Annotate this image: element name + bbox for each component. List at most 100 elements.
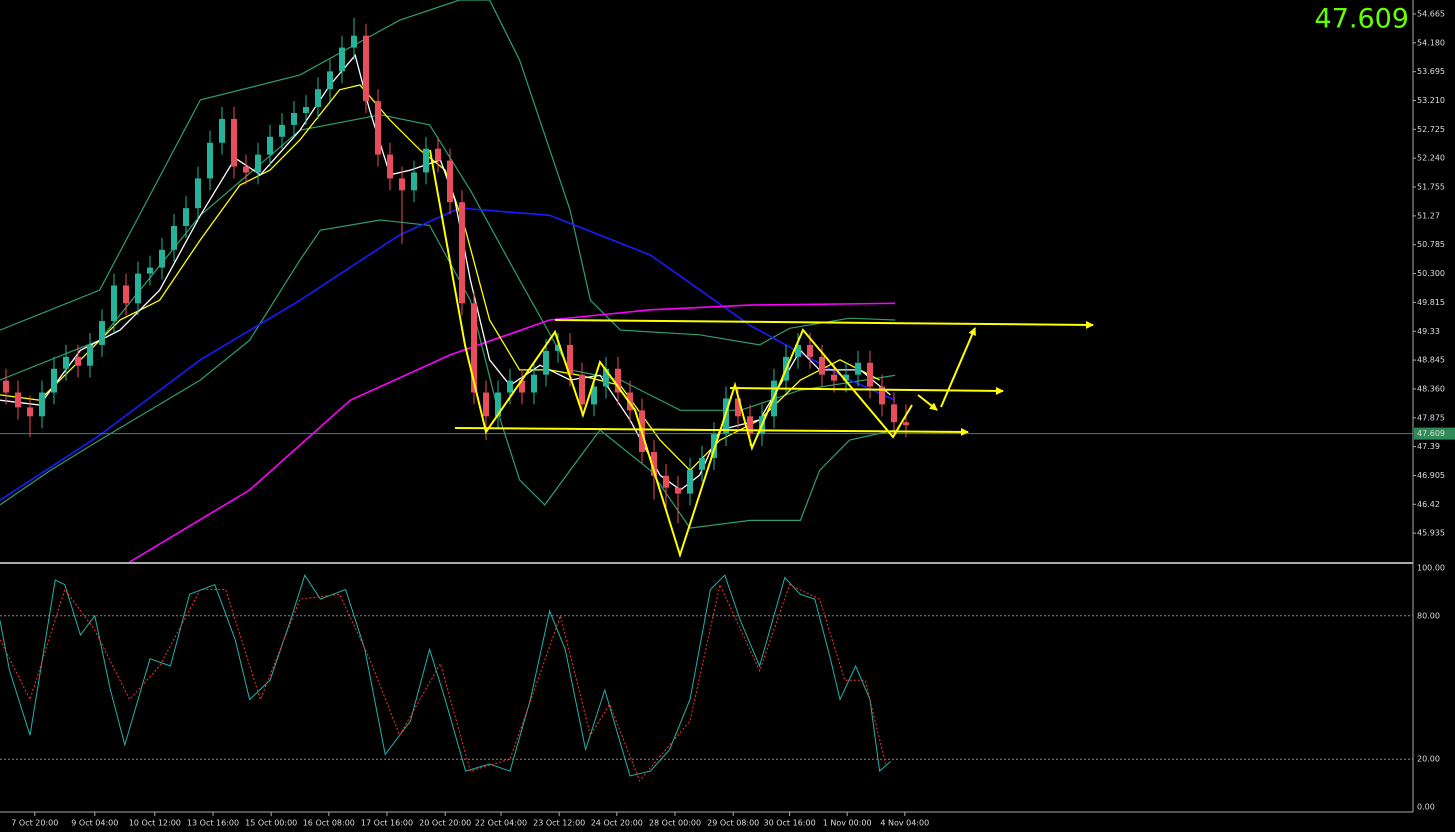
indicator-line: [0, 574, 891, 777]
candle-body: [903, 422, 909, 426]
trend-drawings: [429, 149, 1094, 559]
candle-body: [123, 285, 129, 304]
candle-body: [615, 368, 621, 393]
x-tick-label: 1 Nov 00:00: [823, 819, 872, 828]
candle-body: [399, 178, 405, 191]
candle-body: [831, 374, 837, 381]
x-tick-label: 23 Oct 12:00: [533, 819, 585, 828]
y-tick-label: 49.33: [1417, 327, 1440, 336]
y-tick-label: 54.180: [1417, 38, 1445, 47]
y-tick-label: 47.39: [1417, 442, 1440, 451]
candle-body: [231, 118, 237, 167]
candle-body: [351, 35, 357, 48]
indicator-line: [0, 583, 887, 782]
candle-body: [507, 380, 513, 393]
candle-body: [459, 202, 465, 304]
candle-body: [723, 398, 729, 435]
candle-body: [111, 285, 117, 322]
x-tick-label: 29 Oct 08:00: [707, 819, 759, 828]
y-tick-label: 20.00: [1417, 755, 1440, 764]
x-tick-label: 16 Oct 08:00: [303, 819, 355, 828]
axes: [0, 0, 1414, 813]
candle-body: [879, 386, 885, 405]
candle-body: [651, 451, 657, 476]
candle-body: [27, 407, 33, 417]
y-tick-label: 80.00: [1417, 611, 1440, 620]
indicator-line: [0, 219, 896, 529]
candle-body: [51, 368, 57, 393]
y-tick-label: 47.875: [1417, 413, 1445, 422]
candle-body: [387, 154, 393, 179]
oscillator-panel: [0, 574, 1413, 782]
zigzag-drawing: [429, 149, 913, 559]
candle-body: [483, 392, 489, 417]
candle-body: [159, 249, 165, 268]
candle-body: [447, 160, 453, 203]
candle-body: [183, 208, 189, 226]
x-tick-label: 9 Oct 04:00: [71, 819, 118, 828]
candle-body: [339, 47, 345, 72]
candle-body: [435, 148, 441, 161]
candle-body: [603, 368, 609, 387]
candle-body: [63, 356, 69, 369]
candle-body: [807, 344, 813, 357]
indicator-line: [0, 114, 896, 411]
candle-body: [15, 392, 21, 408]
y-tick-label: 51.27: [1417, 211, 1440, 220]
candle-body: [243, 166, 249, 173]
candle-body: [171, 225, 177, 250]
labels: 54.665 54.180 53.695 53.210 52.725 52.240 51.7…: [11, 4, 1455, 828]
x-tick-label: 4 Nov 04:00: [880, 819, 929, 828]
y-tick-label: 46.905: [1417, 471, 1445, 480]
y-tick-label: 48.360: [1417, 384, 1445, 393]
candle-body: [135, 273, 141, 304]
candle-body: [87, 344, 93, 366]
candle-body: [627, 392, 633, 411]
x-tick-label: 20 Oct 20:00: [419, 819, 471, 828]
indicator-line: [0, 0, 896, 346]
x-tick-label: 22 Oct 04:00: [475, 819, 527, 828]
candle-body: [519, 380, 525, 393]
candle-body: [267, 136, 273, 155]
candle-body: [891, 404, 897, 423]
x-tick-label: 28 Oct 00:00: [649, 819, 701, 828]
y-tick-label: 53.210: [1417, 96, 1445, 105]
candle-body: [675, 487, 681, 494]
candle-body: [303, 107, 309, 113]
candle-body: [291, 112, 297, 125]
candle-body: [75, 356, 81, 366]
candle-body: [219, 118, 225, 143]
candle-body: [855, 362, 861, 375]
forecast-arrow: [917, 394, 938, 411]
candle-body: [747, 416, 753, 435]
candle-body: [363, 35, 369, 102]
candle-body: [495, 392, 501, 417]
y-tick-label: 50.785: [1417, 240, 1445, 249]
candle-body: [315, 89, 321, 108]
y-tick-label: 53.695: [1417, 67, 1445, 76]
y-tick-label: 52.725: [1417, 125, 1445, 134]
x-tick-label: 15 Oct 00:00: [245, 819, 297, 828]
candle-body: [279, 124, 285, 137]
y-tick-label: 48.845: [1417, 356, 1445, 365]
candle-body: [663, 475, 669, 488]
x-tick-label: 7 Oct 20:00: [11, 819, 58, 828]
y-tick-label: 45.935: [1417, 529, 1445, 538]
candle-body: [711, 434, 717, 458]
candle-body: [411, 172, 417, 191]
candle-body: [471, 303, 477, 393]
candle-body: [843, 374, 849, 381]
candle-body: [567, 344, 573, 375]
x-tick-label: 13 Oct 16:00: [187, 819, 239, 828]
candle-body: [687, 469, 693, 494]
candle-body: [327, 71, 333, 90]
y-tick-label: 49.815: [1417, 298, 1445, 307]
support-line: [454, 427, 969, 436]
candle-body: [867, 362, 873, 387]
y-tick-label: 50.300: [1417, 269, 1445, 278]
x-tick-label: 24 Oct 20:00: [591, 819, 643, 828]
candle-body: [39, 392, 45, 417]
candle-body: [819, 356, 825, 375]
